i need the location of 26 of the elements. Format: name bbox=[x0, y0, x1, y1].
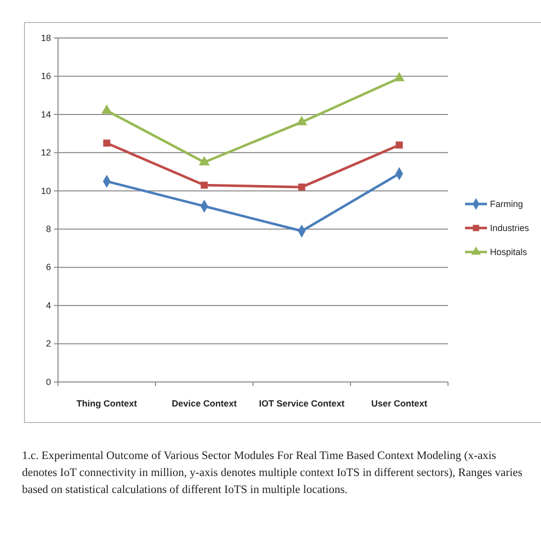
y-tick-label: 12 bbox=[40, 148, 51, 158]
point bbox=[298, 184, 306, 191]
x-tick-label: Device Context bbox=[172, 398, 237, 408]
y-tick-label: 6 bbox=[46, 262, 51, 272]
x-tick-label: Thing Context bbox=[76, 398, 137, 408]
y-tick-label: 4 bbox=[46, 300, 51, 310]
x-tick-label: IOT Service Context bbox=[258, 398, 345, 408]
point bbox=[396, 141, 403, 149]
point bbox=[198, 156, 210, 166]
y-tick-label: 18 bbox=[40, 32, 51, 43]
legend-label: Hospitals bbox=[490, 247, 528, 257]
y-tick-label: 10 bbox=[40, 186, 51, 196]
point bbox=[101, 104, 112, 114]
point bbox=[394, 72, 405, 82]
y-tick-label: 16 bbox=[40, 71, 51, 82]
point bbox=[296, 116, 308, 126]
text: 1.c. Experimental Outcome of Various Sector Modules For Real Time Based Context Modeling (x-axis denotes IoT connectivity in million, y-axis denotes multiple context IoTS in different sectors), Ranges varies based on statistical calculations of different IoTS in multiple locations. bbox=[22, 449, 524, 498]
point bbox=[200, 182, 208, 189]
y-tick-label: 14 bbox=[40, 109, 51, 120]
point bbox=[103, 140, 110, 147]
y-tick-label: 2 bbox=[46, 338, 51, 349]
legend-label: Industries bbox=[490, 223, 530, 233]
legend-label: Farming bbox=[490, 199, 524, 209]
y-tick-label: 0 bbox=[46, 376, 51, 387]
y-tick-label: 8 bbox=[46, 224, 51, 234]
x-tick-label: User Context bbox=[371, 398, 428, 408]
